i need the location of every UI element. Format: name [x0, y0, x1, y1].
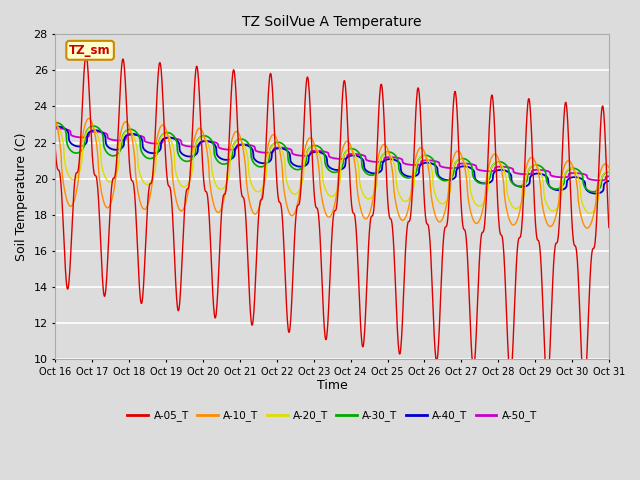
X-axis label: Time: Time — [317, 379, 348, 392]
Y-axis label: Soil Temperature (C): Soil Temperature (C) — [15, 132, 28, 261]
Legend: A-05_T, A-10_T, A-20_T, A-30_T, A-40_T, A-50_T: A-05_T, A-10_T, A-20_T, A-30_T, A-40_T, … — [124, 406, 541, 426]
Text: TZ_sm: TZ_sm — [69, 44, 111, 57]
Title: TZ SoilVue A Temperature: TZ SoilVue A Temperature — [243, 15, 422, 29]
